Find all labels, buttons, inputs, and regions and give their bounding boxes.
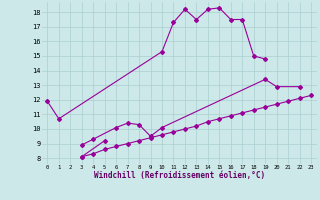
X-axis label: Windchill (Refroidissement éolien,°C): Windchill (Refroidissement éolien,°C) [94,171,265,180]
